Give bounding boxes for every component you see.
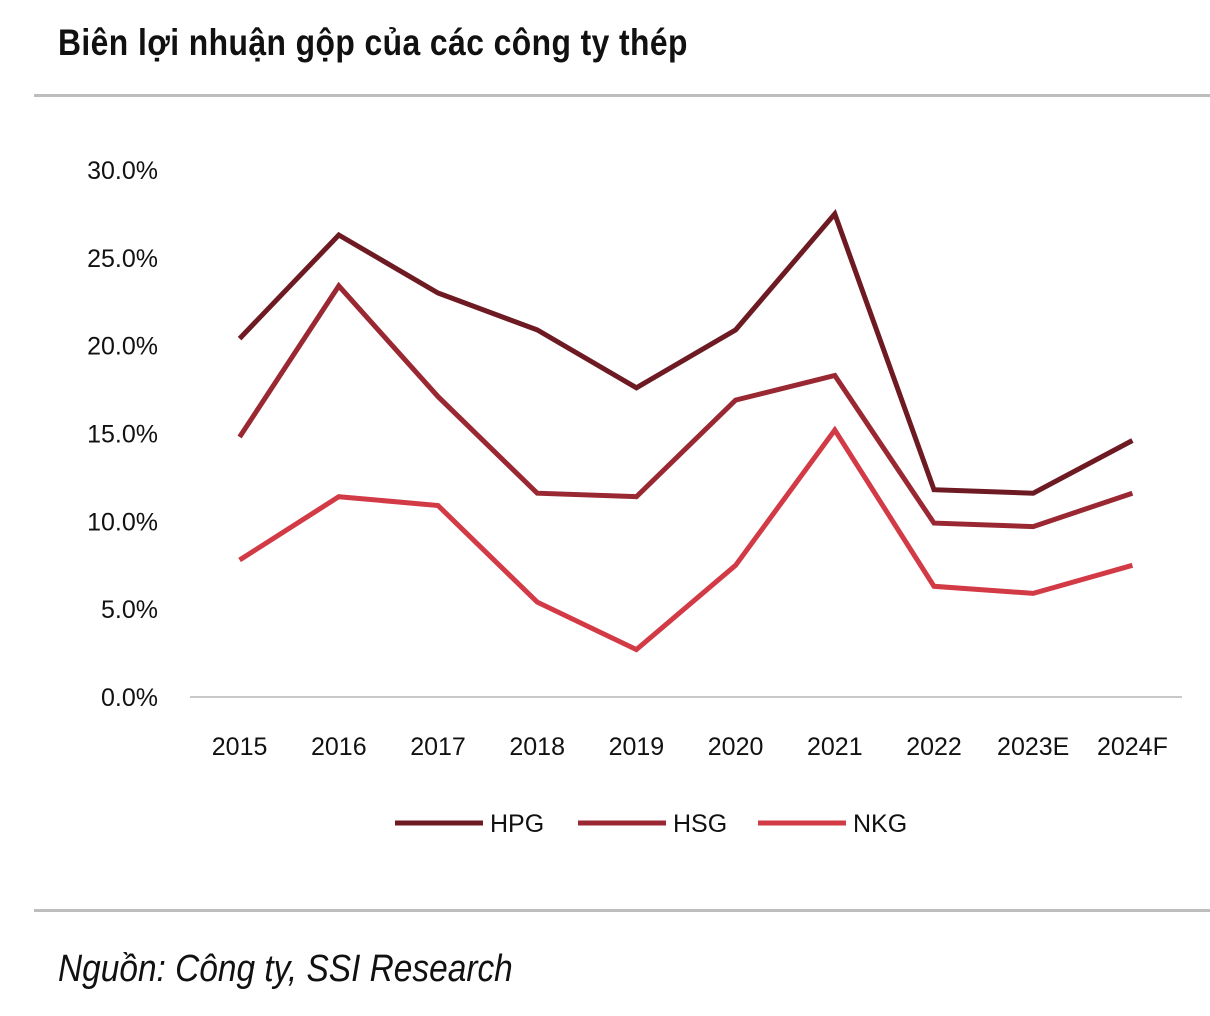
y-tick-label: 25.0%: [87, 245, 158, 273]
x-tick-label: 2018: [509, 733, 565, 761]
bottom-divider: [34, 909, 1210, 912]
series-line-hpg: [237, 209, 1134, 496]
x-tick-label: 2016: [311, 733, 367, 761]
series-lines: [237, 209, 1134, 653]
x-tick-label: 2019: [609, 733, 665, 761]
y-axis-ticks: 0.0% 5.0% 10.0% 15.0% 20.0% 25.0% 30.0%: [87, 157, 158, 712]
x-axis-ticks: 2015 2016 2017 2018 2019 2020 2021 2022 2023E 202…: [212, 733, 1168, 761]
line-chart: 0.0%5.0%10.0%15.0%20.0%25.0%30.0% 2015 20…: [87, 157, 1182, 838]
x-tick-label: 2022: [906, 733, 962, 761]
x-tick-label: 2023E: [997, 733, 1069, 761]
legend-label-hpg: HPG: [490, 810, 544, 838]
legend: HPG HSG NKG: [395, 810, 907, 838]
y-tick-label: 15.0%: [87, 421, 158, 449]
y-tick-label: 20.0%: [87, 333, 158, 361]
y-tick-label: 0.0%: [101, 684, 158, 712]
x-tick-label: 2021: [807, 733, 863, 761]
chart-title: Biên lợi nhuận gộp của các công ty thép: [58, 22, 688, 63]
top-divider: [34, 94, 1210, 97]
source-note: Nguồn: Công ty, SSI Research: [58, 948, 513, 990]
y-tick-label: 10.0%: [87, 508, 158, 536]
x-tick-label: 2020: [708, 733, 764, 761]
x-tick-label: 2015: [212, 733, 268, 761]
x-tick-label: 2017: [410, 733, 466, 761]
series-line-nkg: [238, 425, 1134, 653]
x-tick-label: 2024F: [1097, 733, 1168, 761]
y-tick-label: 5.0%: [101, 596, 158, 624]
legend-label-nkg: NKG: [853, 810, 907, 838]
series-line-hsg: [237, 281, 1134, 530]
y-tick-label: 30.0%: [87, 157, 158, 185]
legend-label-hsg: HSG: [673, 810, 727, 838]
